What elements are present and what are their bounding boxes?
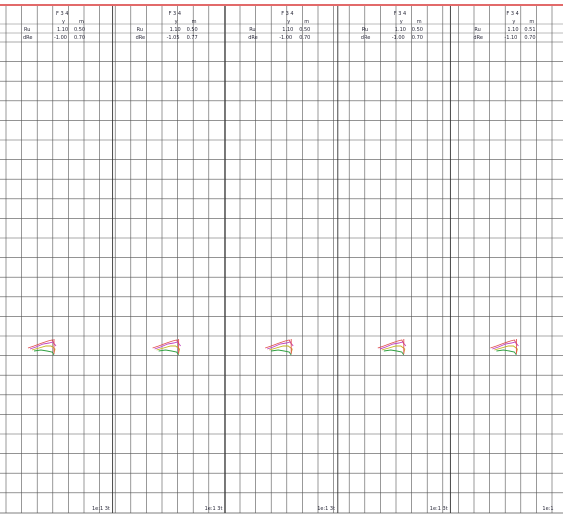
row1-y-value: 1.10 [57,27,69,33]
trace-yellow [381,345,406,354]
panel-footer-label: 1e:1 [542,506,554,512]
waveform-trace [377,339,407,356]
row1-m-value: 0.50 [74,27,86,33]
panel-id-label: F 3 4 [281,11,294,17]
trace-red [265,339,292,349]
trace-magenta [154,341,181,350]
panel-footer-label: 1e:1 3t [429,506,448,512]
row2-m-value: 0.77 [186,35,198,41]
top-red-line [0,4,563,6]
panel-id-label: F 3 4 [393,11,407,17]
waveform-trace [265,339,294,356]
waveform-trace [152,339,181,356]
row2-m-value: 0.70 [74,35,86,41]
column-m-label: m [304,19,310,25]
trace-magenta [379,341,407,350]
panel-footer-label: 1e:1 3t [204,506,223,512]
panel-id-label: F 3 4 [506,11,519,17]
trace-green [271,349,292,356]
row2-m-value: 0.70 [524,35,536,41]
row2-label: dRe [135,35,146,41]
panel-footer-label: 1e:1 3t [317,506,336,512]
column-m-label: m [529,19,535,25]
row1-label: Ru [361,27,369,33]
row2-label: dRe [23,35,33,41]
panel-id-label: F 3 4 [56,11,69,17]
column-y-label: y [287,19,291,25]
trace-green [33,349,55,356]
column-y-label: y [512,19,516,25]
column-m-label: m [79,19,84,25]
row2-y-value: -1.05 [166,35,180,41]
column-m-label: m [191,19,197,25]
trace-magenta [267,341,294,350]
panel-footer-label: 1e:1 3t [92,506,110,512]
row1-label: Ru [24,27,31,33]
row2-m-value: 0.70 [411,35,423,41]
row1-label: Ru [136,27,144,33]
row2-m-value: 0.70 [299,35,311,41]
column-m-label: m [416,19,422,25]
trace-red [27,339,55,349]
trace-yellow [156,345,181,354]
trace-yellow [31,345,56,354]
trace-red [152,339,180,349]
row1-y-value: 1.10 [507,27,519,33]
trace-magenta [29,341,57,350]
row2-y-value: -1.00 [391,35,405,41]
row2-label: dRe [473,35,483,41]
waveform-trace [490,339,519,356]
row2-y-value: -1.00 [54,35,67,41]
panel-id-label: F 3 4 [168,11,182,17]
row1-label: Ru [474,27,481,33]
row2-label: dRe [360,35,371,41]
trace-yellow [269,345,293,354]
column-y-label: y [174,19,178,25]
trace-red [490,339,517,349]
waveform-trace [27,339,57,356]
trace-red [377,339,405,349]
row2-label: dRe [248,35,258,41]
row1-m-value: 0.50 [299,27,311,33]
row1-m-value: 0.50 [411,27,423,33]
trace-green [383,349,405,356]
row2-y-value: -1.00 [279,35,293,41]
row1-y-value: 1.10 [169,27,181,33]
row2-y-value: -1.10 [504,35,518,41]
row1-label: Ru [249,27,256,33]
trace-green [496,349,517,356]
trace-magenta [492,341,519,350]
row1-y-value: 1.10 [282,27,294,33]
trace-yellow [494,345,518,354]
row1-y-value: 1.10 [394,27,406,33]
row1-m-value: 0.51 [524,27,536,33]
trace-green [158,349,179,356]
column-y-label: y [399,19,403,25]
row1-m-value: 0.50 [186,27,198,33]
column-y-label: y [62,19,65,25]
